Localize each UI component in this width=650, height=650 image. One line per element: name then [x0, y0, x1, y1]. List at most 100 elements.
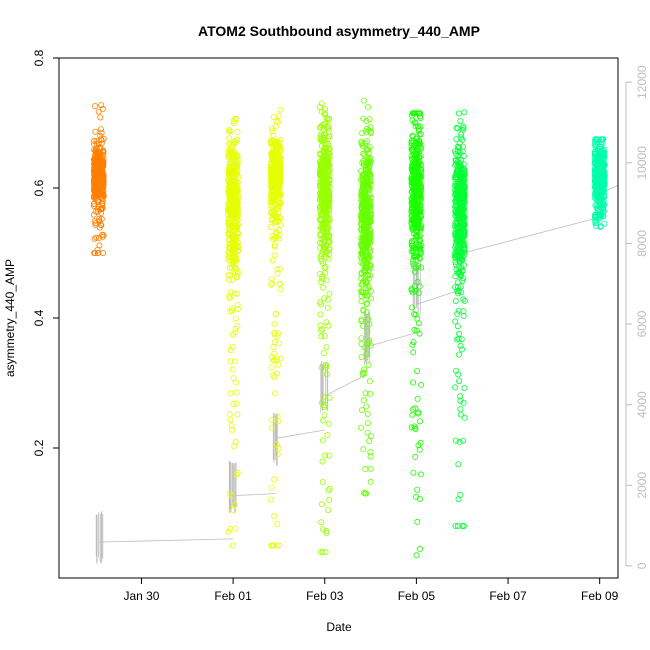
data-point [639, 199, 644, 204]
data-point [233, 471, 240, 478]
data-point [415, 154, 422, 161]
data-point [99, 198, 106, 205]
data-point [645, 194, 650, 199]
data-point [231, 290, 238, 297]
data-point [96, 224, 103, 231]
data-point [274, 266, 281, 273]
data-point [318, 235, 325, 242]
data-point [231, 358, 238, 365]
data-point [323, 319, 330, 326]
data-point [226, 264, 233, 271]
data-point [591, 170, 598, 177]
data-point [641, 549, 646, 554]
data-point [232, 525, 239, 532]
data-point [461, 109, 468, 116]
data-point [97, 136, 104, 143]
data-point [366, 321, 373, 328]
data-point [362, 390, 369, 397]
data-point [319, 196, 326, 203]
data-point [452, 187, 459, 194]
data-point [459, 277, 466, 284]
data-point [642, 373, 647, 378]
data-point [229, 276, 236, 283]
data-point [274, 197, 281, 204]
data-point [591, 167, 598, 174]
plot-frame [58, 57, 619, 579]
data-point [408, 287, 415, 294]
data-point [230, 204, 237, 211]
data-point [317, 204, 324, 211]
data-point [639, 544, 644, 549]
data-point [643, 136, 648, 141]
data-point [592, 220, 599, 227]
data-point [268, 417, 275, 424]
data-point [225, 236, 232, 243]
data-point [233, 233, 240, 240]
data-point [274, 119, 281, 126]
data-point [360, 115, 367, 122]
data-point [229, 168, 236, 175]
data-point [320, 197, 327, 204]
data-point [268, 364, 275, 371]
data-point [458, 346, 465, 353]
data-point [359, 174, 366, 181]
data-point [412, 453, 419, 460]
data-point [325, 190, 332, 197]
data-point [226, 245, 233, 252]
data-point [453, 170, 460, 177]
data-point [226, 295, 233, 302]
data-point [273, 441, 280, 448]
x-tick-label: Jan 30 [123, 589, 159, 603]
data-point [234, 152, 241, 159]
data-point [324, 296, 331, 303]
data-point [367, 453, 374, 460]
data-point [459, 214, 466, 221]
data-point [644, 377, 649, 382]
data-point [362, 465, 369, 472]
data-point [640, 185, 645, 190]
data-point [410, 245, 417, 252]
data-point [363, 403, 370, 410]
data-point [461, 246, 468, 253]
data-point [637, 199, 642, 204]
data-point [643, 508, 648, 513]
data-point [317, 301, 324, 308]
data-point [638, 131, 643, 136]
data-point [418, 264, 425, 271]
data-point [228, 492, 235, 499]
data-point [643, 193, 648, 198]
data-point [228, 141, 235, 148]
data-point [271, 242, 278, 249]
data-point [640, 185, 645, 190]
data-point [274, 413, 281, 420]
data-point [324, 304, 331, 311]
data-point [646, 187, 650, 192]
data-point [318, 172, 325, 179]
data-point [91, 158, 98, 165]
data-point [321, 393, 328, 400]
data-point [639, 197, 644, 202]
data-point [646, 285, 650, 290]
data-point [100, 163, 107, 170]
x-tick-label: Feb 01 [214, 589, 252, 603]
data-point [638, 184, 643, 189]
data-point [365, 213, 372, 220]
data-point [322, 549, 329, 556]
data-point [414, 486, 421, 493]
data-point [273, 356, 280, 363]
data-point [94, 151, 101, 158]
data-point [99, 105, 106, 112]
data-point [320, 125, 327, 132]
data-point [638, 427, 643, 432]
data-point [644, 133, 649, 138]
data-point [95, 108, 102, 115]
data-point [644, 192, 649, 197]
data-point [271, 211, 278, 218]
data-point [323, 530, 330, 537]
data-point [643, 214, 648, 219]
data-point [271, 513, 278, 520]
data-point [461, 384, 468, 391]
data-point [226, 490, 233, 497]
data-point [234, 128, 241, 135]
data-point [411, 142, 418, 149]
